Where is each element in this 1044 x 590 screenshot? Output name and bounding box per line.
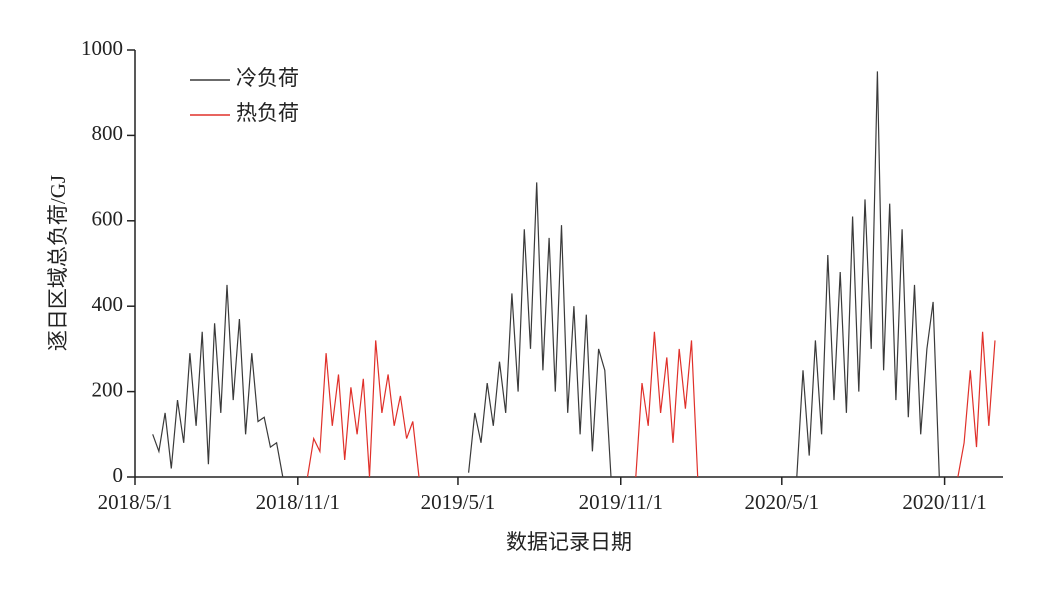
y-tick-label: 200 [92,377,124,401]
y-axis-label: 逐日区域总负荷/GJ [46,175,70,351]
x-axis-label: 数据记录日期 [506,530,632,554]
y-tick-label: 1000 [81,36,123,60]
x-tick-label: 2019/5/1 [421,490,496,514]
y-tick-label: 800 [92,121,124,145]
y-tick-label: 600 [92,207,124,231]
series-line [152,71,940,478]
legend-label: 热负荷 [236,101,299,125]
y-tick-label: 0 [113,463,124,487]
x-tick-label: 2020/5/1 [744,490,819,514]
x-tick-label: 2018/5/1 [98,490,173,514]
x-tick-label: 2020/11/1 [902,490,986,514]
x-tick-label: 2018/11/1 [256,490,340,514]
x-tick-label: 2019/11/1 [579,490,663,514]
series-line [306,331,996,478]
legend-label: 冷负荷 [236,66,299,90]
y-tick-label: 400 [92,292,124,316]
